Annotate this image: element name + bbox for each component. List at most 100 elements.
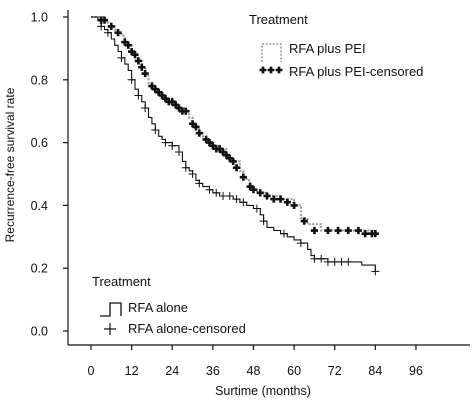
- legend-bottom-title: Treatment: [92, 274, 151, 289]
- censor-mark: [141, 69, 149, 78]
- legend-rfa-pei-censored-label: RFA plus PEI-censored: [289, 64, 423, 79]
- legend-rfa-pei-label: RFA plus PEI: [289, 41, 366, 56]
- y-ticks: 0.0 0.2 0.4 0.6 0.8 1.0: [31, 11, 68, 339]
- censor-mark: [97, 22, 106, 31]
- legend-top-title: Treatment: [249, 12, 308, 27]
- censor-mark: [371, 267, 380, 276]
- censor-mark: [337, 257, 346, 266]
- x-ticks: 0 12 24 36 48 60 72 84 96: [88, 345, 423, 378]
- censor-mark: [212, 188, 221, 197]
- censor-mark: [300, 217, 308, 225]
- legend-rfa-pei-censor-swatch: [259, 66, 283, 74]
- censor-mark: [324, 226, 332, 235]
- censor-mark: [276, 195, 285, 203]
- censor-mark: [323, 257, 332, 266]
- censor-mark: [310, 254, 319, 263]
- series-rfa-plus-pei: [91, 16, 379, 238]
- censor-mark: [175, 148, 184, 157]
- censor-mark: [344, 226, 352, 235]
- censor-mark: [252, 204, 261, 213]
- y-tick-label: 0.2: [31, 262, 48, 276]
- legend-top: Treatment RFA plus PEI RFA plus PEI-cens…: [249, 12, 423, 79]
- series-layer: [91, 16, 380, 276]
- censor-mark: [270, 195, 278, 203]
- legend-rfa-alone-censor-swatch: [104, 323, 116, 335]
- censor-mark: [124, 41, 132, 49]
- censor-mark: [103, 28, 112, 37]
- x-tick-label: 84: [368, 364, 382, 378]
- censor-mark: [249, 186, 258, 194]
- x-axis-label: Surtime (months): [215, 384, 311, 398]
- censor-mark: [283, 198, 291, 206]
- censor-swatch-mark: [267, 66, 275, 74]
- censor-mark: [127, 75, 136, 84]
- x-tick-label: 24: [165, 364, 179, 378]
- censor-mark: [229, 157, 237, 166]
- censor-mark: [161, 138, 170, 147]
- censor-mark: [239, 173, 247, 181]
- y-tick-label: 0.6: [31, 136, 48, 150]
- censor-mark: [232, 195, 241, 204]
- censor-mark: [263, 192, 271, 200]
- censor-mark: [354, 226, 363, 235]
- censor-mark: [290, 201, 298, 209]
- x-axis: 0 12 24 36 48 60 72 84 96 Surtime (months): [68, 344, 470, 398]
- x-tick-label: 0: [88, 364, 95, 378]
- censor-mark: [344, 257, 353, 266]
- censor-mark: [195, 129, 203, 137]
- censor-mark: [134, 91, 143, 100]
- censor-swatch-mark: [259, 66, 267, 74]
- legend-rfa-alone-line-swatch: [100, 302, 122, 317]
- censor-mark: [141, 104, 150, 113]
- censor-mark: [181, 163, 190, 172]
- censor-mark: [168, 141, 177, 150]
- y-tick-label: 0.8: [31, 73, 48, 87]
- censor-mark: [151, 126, 160, 135]
- censor-mark: [371, 230, 379, 238]
- censor-mark: [259, 217, 268, 226]
- y-tick-label: 0.0: [31, 325, 48, 339]
- legend-rfa-alone-label: RFA alone: [128, 300, 188, 315]
- censor-mark: [117, 53, 126, 62]
- censor-mark: [232, 164, 241, 172]
- y-axis: 0.0 0.2 0.4 0.6 0.8 1.0 Recurrence-free survi…: [3, 10, 69, 345]
- x-tick-label: 96: [409, 364, 423, 378]
- y-tick-label: 0.4: [31, 199, 48, 213]
- censor-mark: [192, 123, 200, 131]
- censor-mark: [279, 229, 288, 238]
- legend-rfa-alone-censored-label: RFA alone-censored: [128, 321, 246, 336]
- censor-mark: [225, 191, 234, 200]
- censor-mark: [296, 239, 305, 248]
- x-tick-label: 48: [247, 364, 261, 378]
- x-tick-label: 36: [206, 364, 220, 378]
- y-axis-label: Recurrence-free survival rate: [3, 87, 17, 242]
- censor-mark: [239, 198, 248, 207]
- censor-mark: [107, 22, 115, 31]
- x-tick-label: 60: [287, 364, 301, 378]
- censor-mark: [195, 179, 204, 188]
- x-tick-label: 72: [328, 364, 342, 378]
- censor-mark: [138, 63, 146, 71]
- censor-mark: [205, 185, 214, 194]
- censor-swatch-mark: [275, 66, 283, 74]
- censor-mark: [361, 230, 369, 238]
- censor-mark: [330, 257, 339, 266]
- censor-mark: [182, 107, 190, 115]
- censor-mark: [114, 29, 122, 37]
- y-tick-label: 1.0: [31, 11, 48, 25]
- x-tick-label: 12: [125, 364, 139, 378]
- censor-mark: [256, 189, 264, 197]
- censor-mark: [317, 254, 326, 263]
- censor-swatch-mark: [104, 323, 116, 335]
- censor-mark: [134, 57, 142, 65]
- legend-rfa-pei-line-swatch: [261, 43, 282, 62]
- censor-mark: [310, 226, 319, 235]
- censor-mark: [188, 170, 197, 178]
- censor-mark: [219, 191, 228, 200]
- censor-mark: [334, 226, 342, 235]
- legend-bottom: Treatment RFA alone RFA alone-censored: [92, 274, 246, 336]
- censor-mark: [131, 51, 139, 59]
- censor-mark: [100, 16, 109, 24]
- series-rfa-alone: [91, 16, 380, 276]
